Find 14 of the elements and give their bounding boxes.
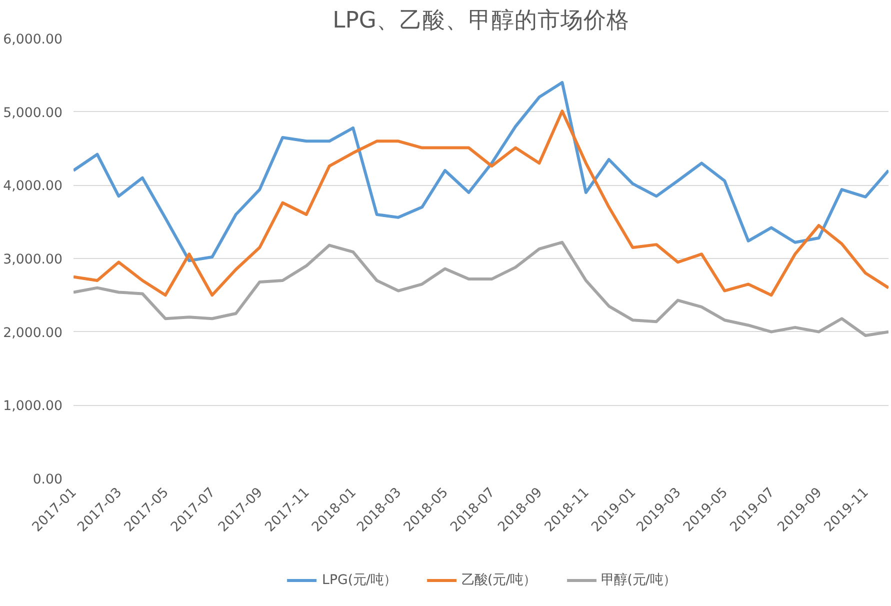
legend-label: LPG(元/吨）: [322, 572, 397, 588]
y-tick-label: 2,000.00: [3, 326, 63, 341]
line-series: [74, 81, 888, 262]
line-series: [74, 240, 888, 337]
y-tick-label: 1,000.00: [3, 399, 63, 414]
legend-label: 甲醇(元/吨）: [601, 572, 676, 588]
line-series: [74, 110, 888, 297]
y-tick-label: 5,000.00: [3, 106, 63, 121]
legend-label: 乙酸(元/吨）: [462, 572, 536, 588]
y-tick-label: 3,000.00: [3, 252, 63, 268]
y-tick-label: 4,000.00: [3, 179, 63, 194]
y-tick-label: 0.00: [32, 472, 63, 488]
chart-title: LPG、乙酸、甲醇的市场价格: [332, 8, 630, 34]
y-tick-label: 6,000.00: [3, 32, 63, 48]
